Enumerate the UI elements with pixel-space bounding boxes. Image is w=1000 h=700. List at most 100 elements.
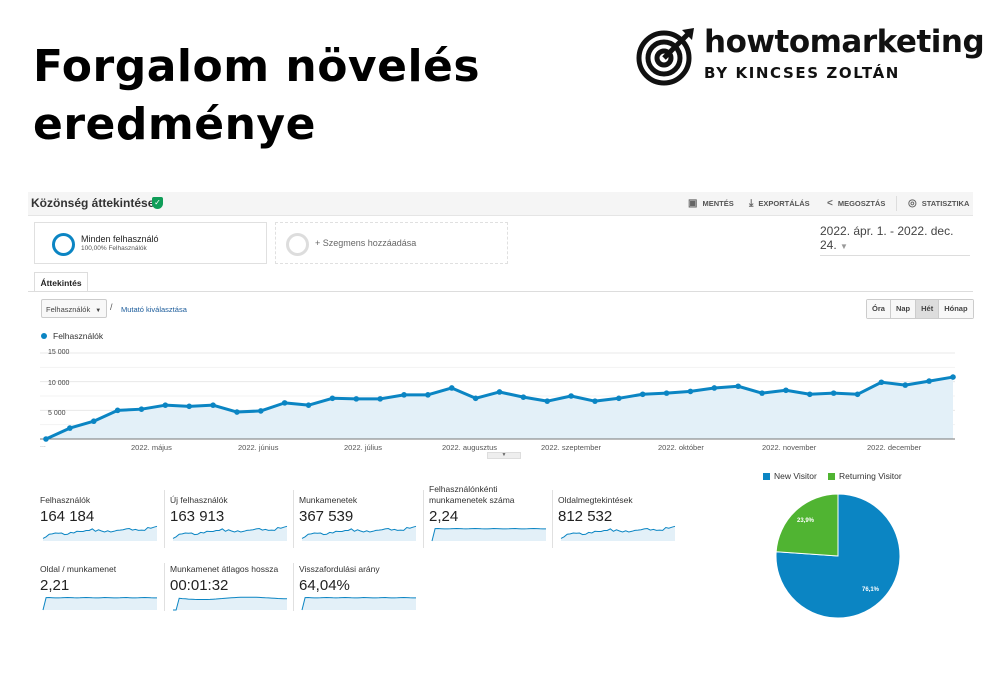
data-point	[138, 406, 145, 412]
data-point	[43, 436, 49, 442]
date-range-picker[interactable]: 2022. ápr. 1. - 2022. dec. 24. ▼	[820, 224, 970, 256]
legend-label: Returning Visitor	[839, 471, 902, 481]
x-tick-label: 2022. október	[658, 443, 704, 452]
period-week[interactable]: Hét	[916, 300, 940, 318]
metric-label: Új felhasználók	[170, 495, 228, 505]
share-label: MEGOSZTÁS	[837, 199, 886, 208]
data-point	[472, 395, 479, 402]
period-month[interactable]: Hónap	[939, 300, 973, 318]
data-point	[639, 391, 646, 398]
metric-card: Felhasználók 164 184	[40, 484, 158, 544]
data-point	[759, 390, 765, 396]
save-button[interactable]: ▣ MENTÉS	[688, 198, 734, 209]
data-point	[544, 398, 551, 404]
data-point	[687, 388, 694, 395]
y-tick-label: 5 000	[48, 410, 66, 417]
insights-icon: ◎	[908, 198, 917, 209]
metric-value: 812 532	[558, 508, 613, 525]
x-tick-label: 2022. június	[238, 443, 279, 452]
data-point	[210, 402, 216, 408]
metric-select[interactable]: Felhasználók ▼	[41, 299, 107, 318]
legend-label: New Visitor	[774, 471, 817, 481]
series-line	[45, 375, 954, 441]
pie-slice-returning	[775, 493, 839, 557]
metric-divider	[423, 490, 424, 548]
data-point	[568, 393, 574, 399]
segment-sub: 100,00% Felhasználók	[81, 245, 147, 252]
pie-legend-returning: Returning Visitor	[828, 471, 902, 481]
data-point	[305, 402, 312, 408]
statistics-button[interactable]: ◎ STATISZTIKA	[908, 198, 969, 209]
metric-divider	[552, 490, 553, 548]
data-point	[496, 389, 503, 395]
verified-shield-icon: ✓	[152, 197, 163, 209]
metric-card: Felhasználónkénti munkamenetek száma 2,24	[429, 484, 547, 544]
metric-select-value: Felhasználók	[46, 305, 91, 314]
date-range-text: 2022. ápr. 1. - 2022. dec. 24.	[820, 224, 954, 252]
metric-label: Visszafordulási arány	[299, 564, 380, 574]
export-button[interactable]: ⤓ EXPORTÁLÁS	[749, 198, 810, 209]
data-point	[616, 395, 622, 402]
metric-value: 164 184	[40, 508, 95, 525]
data-point	[854, 391, 861, 398]
share-icon: <	[827, 198, 833, 209]
add-segment-label: + Szegmens hozzáadása	[315, 238, 417, 248]
data-point	[353, 396, 360, 402]
legend-swatch	[828, 472, 835, 480]
chevron-down-icon: ▼	[95, 308, 102, 314]
metric-divider	[293, 563, 294, 611]
x-tick-label: 2022. december	[867, 443, 922, 452]
logo-brand: howtomarketing	[704, 24, 985, 60]
legend-swatch	[763, 472, 770, 480]
page-title: Forgalom növelés eredménye	[33, 41, 481, 150]
period-day[interactable]: Nap	[890, 300, 917, 318]
add-segment-button[interactable]: + Szegmens hozzáadása	[275, 222, 508, 264]
data-point	[329, 395, 336, 402]
x-tick-label: 2022. szeptember	[541, 443, 602, 452]
save-icon: ▣	[688, 198, 698, 209]
pie-label-new: 76,1%	[862, 587, 880, 593]
x-tick-label: 2022. november	[762, 443, 817, 452]
chart-expand-handle[interactable]: ▼	[487, 452, 521, 459]
metric-label: Oldal / munkamenet	[40, 564, 117, 574]
share-button[interactable]: < MEGOSZTÁS	[827, 198, 885, 209]
data-point	[377, 396, 383, 402]
metric-divider	[164, 490, 165, 548]
choose-metric-link[interactable]: Mutató kiválasztása	[121, 305, 187, 314]
data-point	[711, 385, 718, 391]
period-hour[interactable]: Óra	[867, 300, 891, 318]
data-point	[425, 392, 431, 398]
segment-all-users[interactable]: Minden felhasználó 100,00% Felhasználók	[34, 222, 267, 264]
save-label: MENTÉS	[702, 199, 734, 208]
ga-header: Közönség áttekintése ✓ ▣ MENTÉS ⤓ EXPORTÁL…	[28, 192, 973, 216]
metric-label: Oldalmegtekintések	[558, 495, 633, 505]
metric-label: Felhasználók	[40, 495, 91, 505]
metric-label: Felhasználónkénti munkamenetek száma	[429, 484, 515, 505]
data-point	[520, 394, 527, 400]
area-fill	[46, 377, 953, 439]
segment-name: Minden felhasználó	[81, 234, 159, 244]
metric-card: Visszafordulási arány 64,04%	[299, 563, 417, 623]
data-point	[902, 382, 909, 388]
data-point	[281, 400, 288, 406]
legend-dot	[41, 333, 47, 339]
data-point	[663, 390, 670, 396]
metric-divider	[164, 563, 165, 611]
metric-value: 64,04%	[299, 577, 350, 594]
data-point	[806, 391, 813, 398]
export-label: EXPORTÁLÁS	[758, 199, 810, 208]
target-icon	[636, 28, 694, 86]
data-point	[592, 398, 598, 404]
x-tick-label: 2022. július	[344, 443, 382, 452]
tab-overview[interactable]: Áttekintés	[34, 272, 88, 292]
data-point	[878, 379, 885, 386]
y-tick-label: 10 000	[48, 380, 70, 387]
data-point	[90, 418, 97, 425]
empty-segment-ring-icon	[286, 233, 309, 256]
data-point	[735, 383, 741, 390]
metric-card: Munkamenetek 367 539	[299, 484, 417, 544]
x-tick-label: 2022. május	[131, 443, 172, 452]
chevron-down-icon: ▼	[840, 242, 848, 251]
metric-card: Munkamenet átlagos hossza 00:01:32	[170, 563, 288, 623]
data-point	[401, 392, 407, 398]
